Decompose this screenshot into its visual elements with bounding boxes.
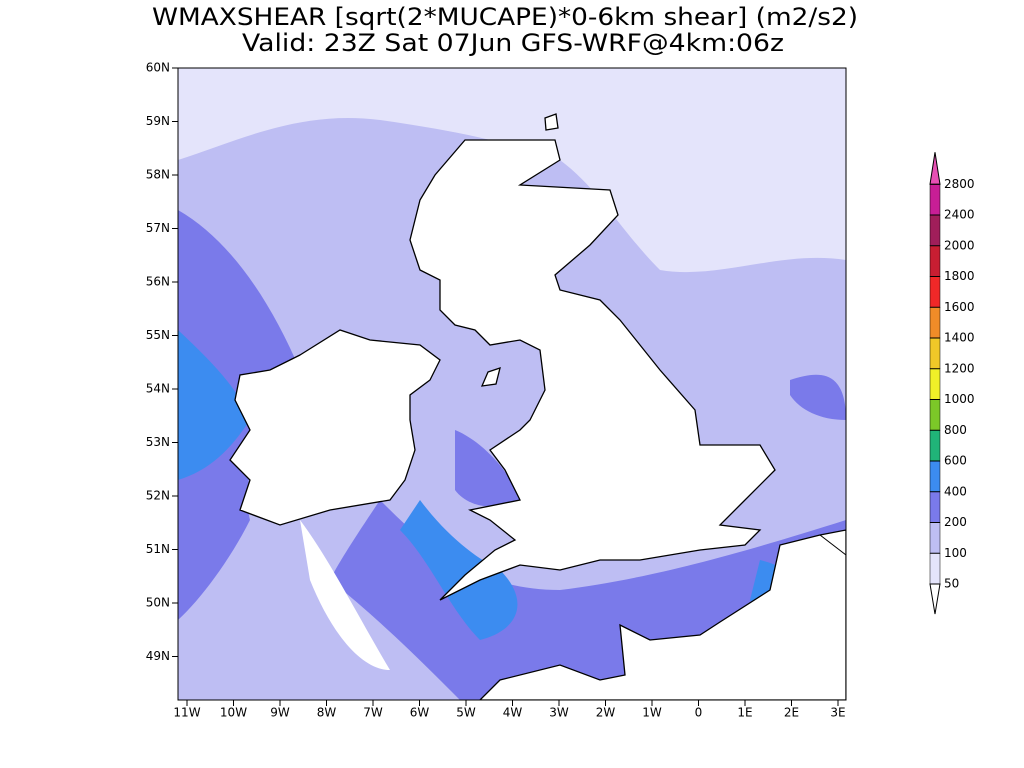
colorbar-band [929,553,941,585]
colorbar-label: 1600 [944,300,975,314]
colorbar-label: 1400 [944,331,975,345]
field-region [455,430,520,507]
lon-label: 10W [220,706,247,720]
colorbar-label: 400 [944,484,967,498]
lon-label: 3W [549,706,569,720]
colorbar-band [929,245,941,277]
lon-label: 5W [456,706,476,720]
colorbar-band [929,460,941,492]
subtitle: Valid: 23Z Sat 07Jun GFS-WRF@4km:06z [242,29,784,57]
colorbar-band [929,337,941,369]
lon-label: 1W [642,706,662,720]
lon-label: 3E [830,706,845,720]
lat-label: 58N [146,168,170,182]
colorbar-band [929,368,941,400]
field-region [300,520,390,670]
ireland [229,329,441,526]
lat-label: 54N [146,382,170,396]
colorbar-band [929,276,941,308]
lat-label: 55N [146,328,170,342]
map-field [177,67,847,701]
colorbar-label: 1200 [944,361,975,375]
title: WMAXSHEAR [sqrt(2*MUCAPE)*0-6km shear] (… [152,3,858,31]
lon-label: 0 [695,706,703,720]
colorbar-band [929,522,941,554]
lat-label: 53N [146,435,170,449]
colorbar-band [929,491,941,523]
field-region [178,68,846,273]
field-region [400,500,518,640]
field-region [790,374,846,420]
colorbar-label: 2800 [944,177,975,191]
colorbar-label: 50 [944,577,959,591]
lon-label: 8W [317,706,337,720]
island [480,367,501,387]
colorbar-label: 2000 [944,238,975,252]
colorbar-label: 1000 [944,392,975,406]
lon-label: 4W [503,706,523,720]
coastline [229,113,846,700]
field-region [178,330,250,480]
lon-label: 7W [363,706,383,720]
colorbar-band [929,214,941,246]
colorbar-label: 800 [944,423,967,437]
lat-label: 51N [146,542,170,556]
colorbar-label: 200 [944,515,967,529]
colorbar-band [929,430,941,462]
lon-label: 6W [410,706,430,720]
lat-label: 50N [146,596,170,610]
lat-label: 57N [146,221,170,235]
lon-label: 9W [270,706,290,720]
colorbar-label: 600 [944,454,967,468]
great-britain [409,139,776,601]
colorbar-above [929,152,941,185]
colorbar-below [929,583,941,615]
colorbar-band [929,399,941,431]
colorbar-band [929,307,941,339]
lon-label: 11W [173,706,200,720]
colorbar-label: 1800 [944,269,975,283]
border [819,534,846,556]
lat-label: 49N [146,649,170,663]
france [479,529,846,700]
island [544,113,559,131]
lon-label: 2E [784,706,799,720]
colorbar-label: 100 [944,546,967,560]
lat-label: 56N [146,275,170,289]
lon-label: 2W [596,706,616,720]
colorbar-label: 2400 [944,208,975,222]
lon-label: 1E [737,706,752,720]
lat-label: 52N [146,489,170,503]
colorbar-band [929,184,941,216]
lat-label: 60N [146,61,170,75]
lat-label: 59N [146,114,170,128]
